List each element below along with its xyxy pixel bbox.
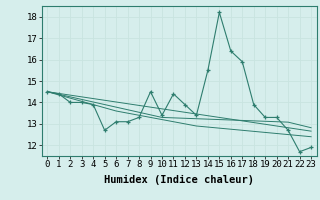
X-axis label: Humidex (Indice chaleur): Humidex (Indice chaleur) bbox=[104, 175, 254, 185]
